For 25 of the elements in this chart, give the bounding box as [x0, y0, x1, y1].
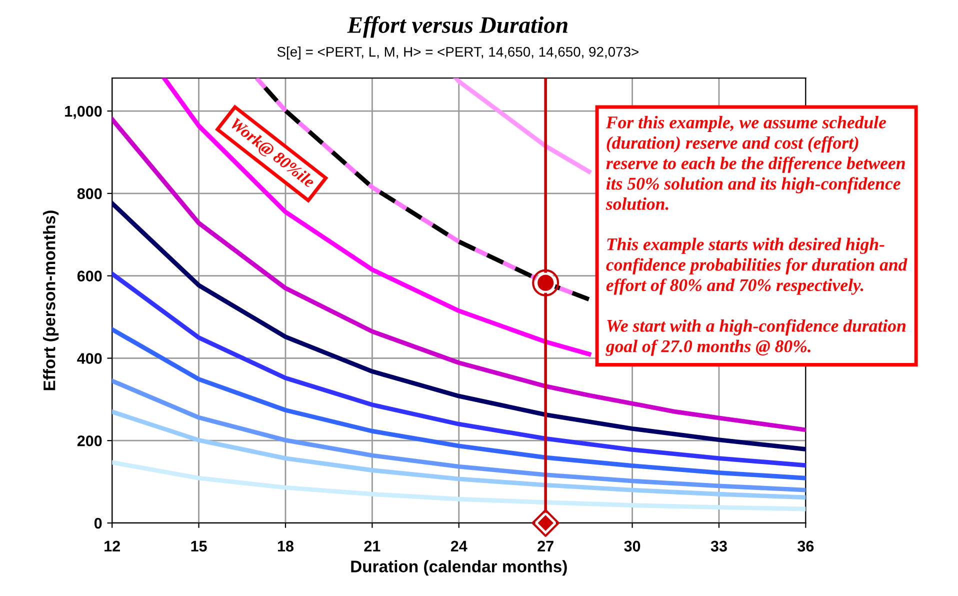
y-tick-label: 800 — [77, 188, 102, 200]
x-tick-label: 15 — [191, 540, 207, 552]
chart-subtitle: S[e] = <PERT, L, M, H> = <PERT, 14,650, 14,650, 92,073> — [277, 46, 638, 60]
y-axis-title: Effort (person-months) — [43, 210, 59, 390]
x-axis-title: Duration (calendar months) — [351, 560, 567, 576]
x-tick-label: 33 — [710, 540, 727, 552]
chart-title: Effort versus Duration — [347, 16, 568, 38]
x-tick-label: 21 — [364, 540, 380, 552]
line-series — [454, 78, 592, 174]
line-series — [112, 460, 806, 512]
y-tick-label: 200 — [77, 435, 102, 446]
x-tick-label: 27 — [538, 540, 554, 552]
line-series — [112, 378, 806, 492]
y-tick-label: 1,000 — [65, 106, 102, 119]
x-tick-label: 12 — [104, 540, 120, 552]
text: For this example, we assume schedule (duration) reserve and cost (effort) reserve to each be the difference between its 50% solution and its high-confidence solution. This example starts with desired high- confidence probabilities for duration and effort of 80% and 70% respectively. We start with a high-confidence duration goal of 27.0 months @ 80%. — [606, 116, 908, 356]
x-tick-label: 18 — [278, 540, 294, 552]
y-tick-label: 0 — [94, 518, 102, 529]
line-series — [112, 410, 806, 500]
y-tick-label: 400 — [77, 353, 102, 364]
x-tick-label: 36 — [798, 540, 814, 552]
x-tick-label: 24 — [450, 540, 468, 552]
x-tick-label: 30 — [624, 540, 640, 552]
line-series — [162, 78, 592, 356]
y-tick-label: 600 — [77, 270, 102, 282]
